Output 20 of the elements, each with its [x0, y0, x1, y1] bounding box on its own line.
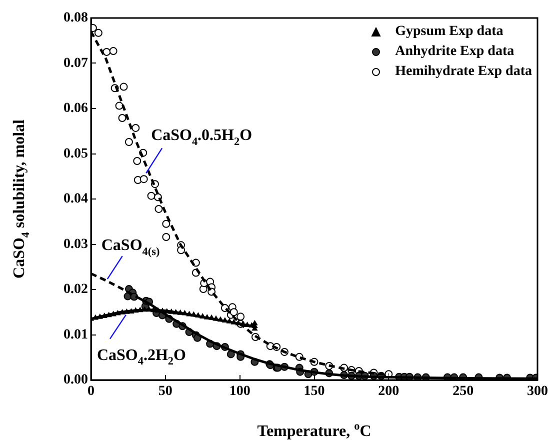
legend-label: Gypsum Exp data — [395, 23, 504, 41]
legend-label: Anhydrite Exp data — [395, 43, 514, 61]
y-tick-label: 0.02 — [64, 282, 88, 298]
y-tick-label: 0.06 — [64, 101, 88, 116]
legend-label: Hemihydrate Exp data — [395, 63, 532, 81]
x-tick-label: 50 — [158, 384, 172, 400]
y-tick-label: 0.04 — [64, 192, 88, 207]
x-tick-label: 250 — [452, 384, 474, 400]
y-tick-label: 0.05 — [64, 146, 88, 162]
y-tick-label: 0.01 — [64, 327, 88, 342]
y-axis-title: CaSO4 solubility, molal — [11, 118, 32, 278]
y-tick-label: 0.08 — [64, 10, 88, 26]
x-tick-label: 100 — [229, 384, 250, 400]
y-tick-label: 0.00 — [64, 372, 88, 388]
x-tick-label: 150 — [304, 384, 325, 400]
y-tick-label: 0.03 — [64, 236, 88, 252]
y-tick-label: 0.07 — [64, 56, 88, 71]
x-tick-label: 200 — [378, 384, 400, 400]
x-tick-label: 0 — [88, 384, 94, 400]
x-tick-label: 300 — [527, 384, 548, 400]
